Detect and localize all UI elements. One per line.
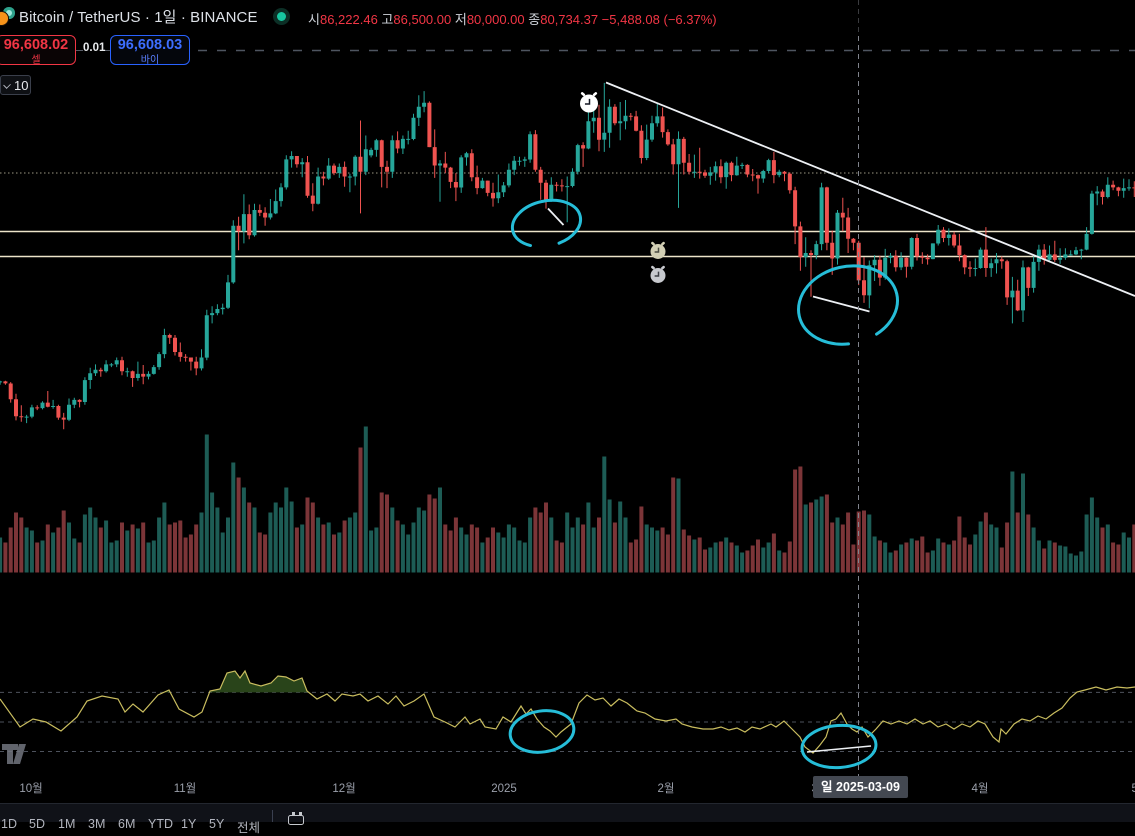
svg-text:5월: 5월 (1132, 782, 1135, 795)
svg-text:12월: 12월 (332, 782, 355, 795)
svg-text:11월: 11월 (174, 782, 197, 795)
svg-text:4월: 4월 (972, 782, 989, 795)
svg-text:2025: 2025 (491, 783, 517, 795)
svg-text:10월: 10월 (19, 782, 42, 795)
svg-text:2월: 2월 (658, 782, 675, 795)
